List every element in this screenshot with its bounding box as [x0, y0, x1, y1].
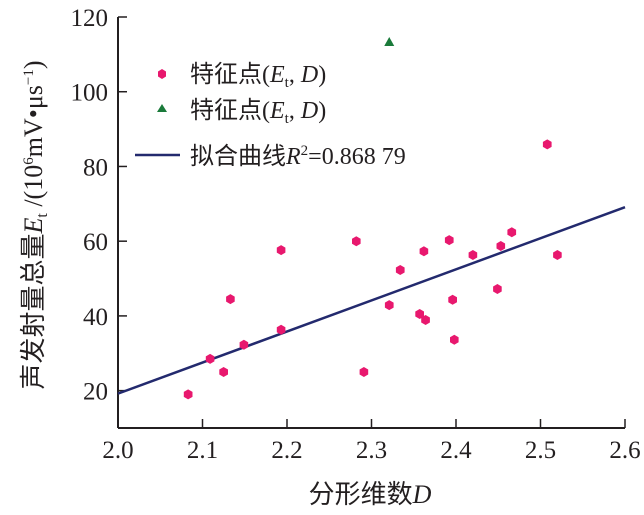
- data-point: [276, 324, 286, 335]
- x-tick-label: 2.1: [187, 437, 218, 464]
- data-point: [226, 294, 235, 305]
- legend-hexagon-marker: [158, 69, 166, 79]
- x-tick-label: 2.3: [356, 437, 387, 464]
- data-point: [421, 315, 430, 325]
- fit-line: [117, 206, 626, 395]
- x-tick-label: 2.5: [525, 437, 556, 464]
- data-point: [352, 236, 361, 247]
- x-tick-label: 2.4: [440, 437, 472, 464]
- data-point: [448, 294, 457, 305]
- y-tick-label: 80: [83, 154, 108, 181]
- x-axis-label: 分形维数D: [309, 480, 432, 509]
- axes: 20 40 60 80 100 120 2.0 2.1 2.2 2.3 2.4 2.5 2.6: [71, 5, 641, 464]
- legend: 特征点(Et, D) 特征点(Et, D) 拟合曲线R2=0.868 79: [135, 61, 406, 170]
- data-point: [444, 235, 454, 246]
- legend-label-triangle: 特征点(Et, D): [190, 97, 326, 127]
- data-point: [493, 284, 502, 294]
- data-point: [419, 246, 429, 257]
- data-point: [468, 250, 478, 260]
- data-point: [205, 353, 215, 364]
- data-point: [239, 339, 249, 350]
- data-point: [542, 139, 552, 150]
- x-tick-label: 2.0: [102, 437, 133, 464]
- marks: [117, 37, 626, 400]
- y-tick-label: 100: [71, 80, 109, 107]
- data-point: [450, 334, 459, 345]
- data-point: [219, 367, 228, 377]
- legend-label-fit: 拟合曲线R2=0.868 79: [190, 143, 406, 170]
- legend-triangle-marker: [157, 104, 167, 112]
- data-point: [276, 245, 286, 256]
- data-point: [395, 265, 405, 275]
- data-point: [384, 300, 394, 311]
- x-tick-label: 2.2: [271, 437, 302, 464]
- x-tick-label: 2.6: [609, 437, 640, 464]
- data-point: [359, 367, 369, 377]
- data-point: [496, 241, 506, 251]
- data-point: [553, 250, 562, 260]
- y-axis-label: 声发射量总量Et /(106mV•μs−1): [19, 60, 51, 389]
- y-tick-label: 20: [83, 379, 108, 406]
- data-point: [415, 309, 424, 319]
- data-point: [507, 227, 517, 238]
- y-tick-label: 120: [71, 5, 109, 32]
- legend-label-points: 特征点(Et, D): [190, 61, 326, 91]
- data-point: [183, 389, 193, 400]
- y-tick-label: 40: [83, 304, 108, 331]
- y-tick-label: 60: [83, 229, 108, 256]
- data-point-triangle: [384, 37, 395, 47]
